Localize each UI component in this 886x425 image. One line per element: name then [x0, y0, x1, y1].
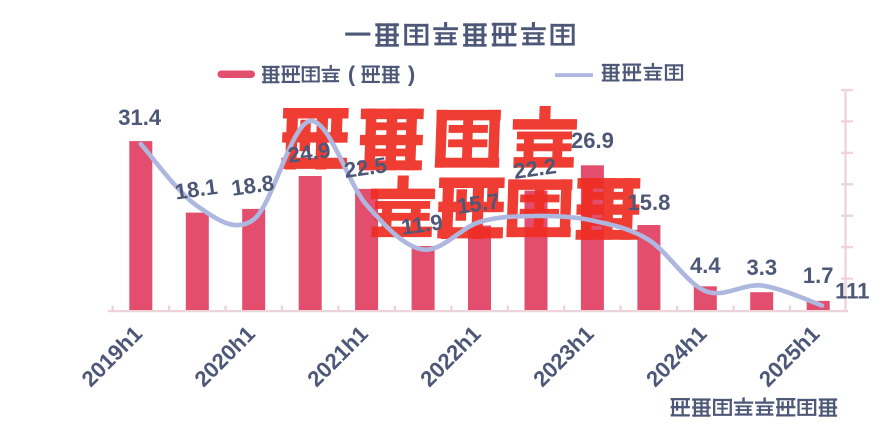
- svg-text:4.4: 4.4: [690, 253, 721, 278]
- svg-text:26.9: 26.9: [571, 128, 614, 153]
- svg-text:15.7: 15.7: [456, 188, 502, 219]
- svg-text:31.4: 31.4: [118, 105, 162, 130]
- svg-text:3.3: 3.3: [747, 255, 778, 280]
- svg-text:2023h1: 2023h1: [528, 321, 598, 391]
- svg-text:2019h1: 2019h1: [77, 321, 147, 391]
- svg-text:2024h1: 2024h1: [641, 321, 711, 391]
- svg-text:11.9: 11.9: [400, 209, 445, 240]
- svg-text:): ): [408, 62, 415, 87]
- svg-text:2021h1: 2021h1: [302, 321, 372, 391]
- svg-text:2020h1: 2020h1: [189, 321, 259, 391]
- svg-text:111: 111: [835, 279, 869, 304]
- svg-text:22.5: 22.5: [343, 152, 389, 183]
- svg-text:18.8: 18.8: [230, 170, 276, 201]
- svg-text:18.1: 18.1: [173, 174, 219, 205]
- svg-text:(: (: [348, 62, 356, 87]
- svg-text:1.7: 1.7: [803, 263, 834, 288]
- svg-text:15.8: 15.8: [627, 190, 670, 215]
- svg-text:2022h1: 2022h1: [415, 321, 485, 391]
- svg-text:24.9: 24.9: [286, 137, 332, 168]
- svg-text:2025h1: 2025h1: [754, 321, 824, 391]
- svg-text:22.2: 22.2: [512, 153, 558, 184]
